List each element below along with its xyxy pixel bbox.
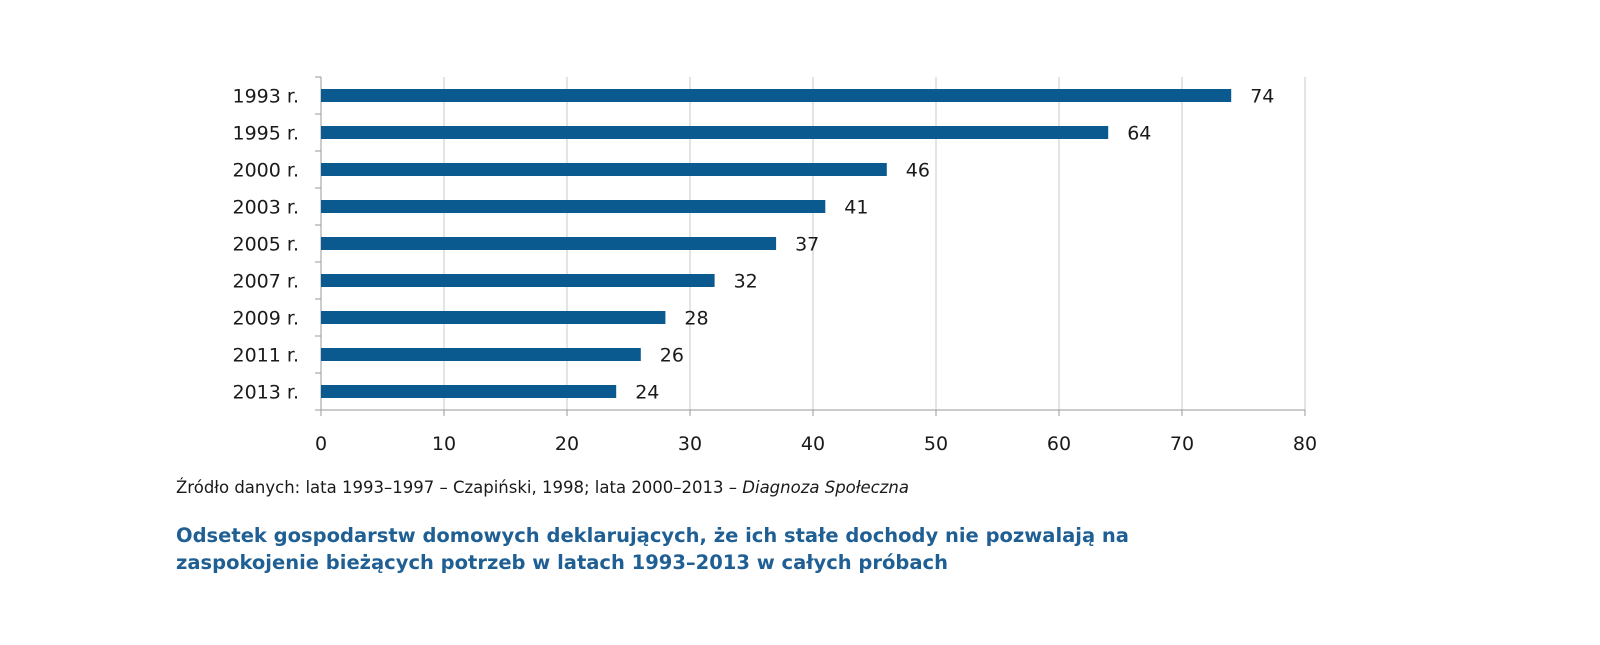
bar-3 (321, 200, 826, 213)
x-tick-label-3: 30 (678, 433, 702, 455)
bar-8 (321, 385, 617, 398)
category-label-6: 2009 r. (233, 308, 300, 330)
data-label-5: 32 (734, 271, 758, 293)
bar-0 (321, 89, 1232, 102)
x-tick-label-5: 50 (924, 433, 948, 455)
x-tick-label-4: 40 (801, 433, 825, 455)
figure-caption: Odsetek gospodarstw domowych deklarujący… (176, 524, 1129, 574)
data-label-1: 64 (1127, 123, 1151, 145)
bar-2 (321, 163, 887, 176)
source-text: Źródło danych: lata 1993–1997 – Czapińsk… (176, 478, 743, 497)
data-label-0: 74 (1250, 86, 1274, 108)
bar-6 (321, 311, 666, 324)
bar-7 (321, 348, 641, 361)
source-note: Źródło danych: lata 1993–1997 – Czapińsk… (176, 478, 909, 497)
category-label-7: 2011 r. (233, 345, 300, 367)
bar-4 (321, 237, 777, 250)
category-label-8: 2013 r. (233, 382, 300, 404)
labels: 0 10 20 30 40 50 60 70 80 1993 r. 74 1995 r. 64 2000 … (233, 86, 1318, 456)
category-label-1: 1995 r. (233, 123, 300, 145)
x-tick-label-6: 60 (1047, 433, 1071, 455)
data-label-8: 24 (635, 382, 659, 404)
bars (321, 89, 1232, 398)
bar-chart: 0 10 20 30 40 50 60 70 80 1993 r. 74 1995 r. 64 2000 … (233, 76, 1318, 456)
x-tick-label-8: 80 (1293, 433, 1317, 455)
data-label-6: 28 (684, 308, 708, 330)
x-tick-label-2: 20 (555, 433, 579, 455)
category-label-5: 2007 r. (233, 271, 300, 293)
category-label-2: 2000 r. (233, 160, 300, 182)
x-tick-label-1: 10 (432, 433, 456, 455)
bar-5 (321, 274, 715, 287)
x-tick-label-7: 70 (1170, 433, 1194, 455)
data-label-4: 37 (795, 234, 819, 256)
data-label-2: 46 (906, 160, 930, 182)
data-label-3: 41 (844, 197, 868, 219)
data-label-7: 26 (660, 345, 684, 367)
category-label-3: 2003 r. (233, 197, 300, 219)
category-label-0: 1993 r. (233, 86, 300, 108)
bar-1 (321, 126, 1109, 139)
source-italic: Diagnoza Społeczna (742, 478, 909, 497)
category-label-4: 2005 r. (233, 234, 300, 256)
x-tick-label-0: 0 (315, 433, 327, 455)
